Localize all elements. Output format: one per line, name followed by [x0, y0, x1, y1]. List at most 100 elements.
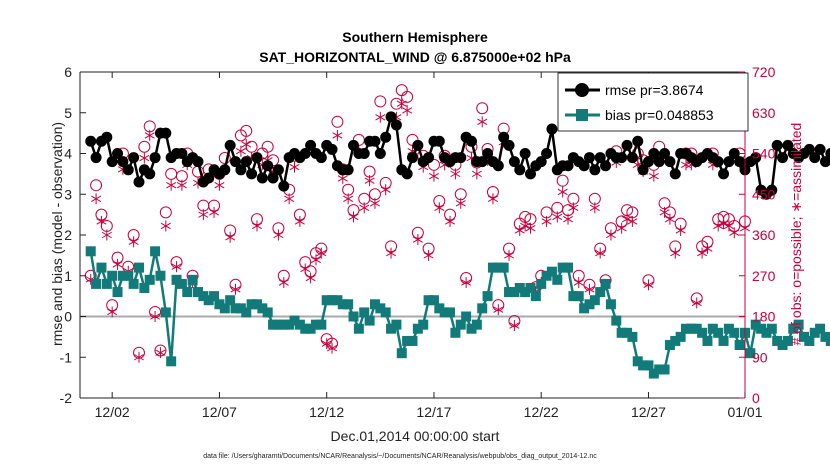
- assimilated-obs-marker: [648, 170, 659, 182]
- rmse-point: [524, 168, 536, 180]
- asterisk-stroke: [713, 222, 724, 230]
- asterisk-stroke: [557, 188, 568, 196]
- y-tick-label: -2: [60, 390, 73, 406]
- bias-point: [112, 287, 123, 298]
- assimilated-obs-marker: [375, 111, 386, 123]
- bias-point: [182, 287, 193, 298]
- rmse-point: [712, 156, 724, 168]
- bias-point: [241, 307, 252, 318]
- possible-obs-marker: [653, 140, 666, 153]
- bias-point: [525, 282, 536, 293]
- bias-point: [257, 303, 268, 314]
- asterisk-stroke: [520, 222, 531, 230]
- rmse-point: [305, 139, 317, 151]
- bias-point: [638, 360, 649, 371]
- assimilated-obs-marker: [493, 304, 504, 316]
- bias-point: [595, 287, 606, 298]
- assimilated-obs-marker: [664, 213, 675, 225]
- bias-point: [364, 315, 375, 326]
- rmse-point: [203, 172, 215, 184]
- possible-obs-marker: [556, 174, 569, 187]
- asterisk-stroke: [230, 286, 241, 293]
- bias-point: [128, 278, 139, 289]
- x-tick-label: 01/01: [727, 404, 762, 420]
- bias-point: [155, 270, 166, 281]
- asterisk-stroke: [477, 118, 488, 125]
- asterisk-stroke: [369, 200, 380, 207]
- assimilated-obs-marker: [225, 231, 236, 243]
- rmse-point: [401, 168, 413, 180]
- assimilated-obs-marker: [622, 213, 633, 225]
- rmse-point: [541, 148, 553, 159]
- bias-point: [589, 295, 600, 306]
- bias-point: [337, 299, 348, 310]
- assimilated-obs-marker: [487, 193, 498, 205]
- bias-point: [654, 364, 665, 375]
- asterisk-stroke: [493, 306, 504, 313]
- rmse-point: [626, 152, 638, 164]
- asterisk-stroke: [423, 252, 434, 259]
- assimilated-obs-marker: [112, 258, 123, 270]
- assimilated-obs-marker: [461, 277, 472, 289]
- bias-point: [541, 270, 552, 281]
- bias-point: [428, 295, 439, 306]
- rmse-point: [562, 160, 574, 172]
- bias-point: [144, 274, 155, 285]
- bias-point: [697, 327, 708, 338]
- rmse-point: [348, 139, 360, 151]
- bias-point: [198, 291, 209, 302]
- rmse-point: [176, 148, 188, 159]
- bias-point: [777, 340, 788, 351]
- asterisk-stroke: [702, 245, 713, 252]
- bias-point: [605, 299, 616, 310]
- rmse-point: [235, 164, 247, 176]
- assimilated-obs-marker: [713, 220, 724, 232]
- assimilated-obs-marker: [568, 202, 579, 214]
- bias-point: [530, 291, 541, 302]
- legend: rmse pr=3.8674 bias pr=0.048853: [557, 72, 749, 132]
- rmse-point: [621, 139, 633, 151]
- rmse-point: [589, 164, 601, 176]
- bias-point: [659, 364, 670, 375]
- assimilated-obs-marker: [471, 168, 482, 180]
- asterisk-stroke: [316, 249, 327, 257]
- possible-obs-marker: [90, 179, 103, 192]
- asterisk-stroke: [664, 215, 675, 223]
- footnote: data file: /Users/gharamti/Documents/NCA…: [203, 453, 597, 460]
- asterisk-stroke: [171, 263, 182, 270]
- asterisk-stroke: [487, 195, 498, 202]
- asterisk-stroke: [509, 322, 520, 329]
- asterisk-stroke: [348, 213, 359, 221]
- assimilated-obs-marker: [434, 202, 445, 214]
- assimilated-obs-marker: [525, 222, 536, 234]
- rmse-point: [407, 152, 418, 164]
- asterisk-stroke: [450, 170, 461, 178]
- asterisk-stroke: [128, 238, 139, 245]
- asterisk-stroke: [107, 308, 118, 316]
- asterisk-stroke: [455, 200, 466, 207]
- bias-point: [815, 323, 826, 334]
- assimilated-obs-marker: [402, 104, 413, 116]
- bias-point: [150, 246, 161, 257]
- bias-point: [166, 356, 177, 367]
- assimilated-obs-marker: [209, 206, 220, 218]
- asterisk-stroke: [241, 141, 252, 148]
- rmse-point: [819, 156, 830, 168]
- bias-point: [396, 348, 407, 359]
- bias-point: [246, 299, 257, 310]
- rmse-point: [535, 156, 547, 168]
- rmse-point: [251, 152, 263, 164]
- y-right-tick-label: 270: [752, 268, 776, 284]
- bias-point: [139, 282, 150, 293]
- assimilated-obs-marker: [605, 229, 616, 241]
- assimilated-obs-marker: [176, 179, 187, 191]
- bias-point: [509, 287, 520, 298]
- assimilated-obs-marker: [166, 179, 177, 191]
- asterisk-stroke: [375, 114, 386, 121]
- rmse-point: [246, 168, 258, 180]
- bias-point: [96, 262, 107, 273]
- bias-point: [600, 278, 611, 289]
- bias-point: [563, 262, 574, 273]
- possible-obs-marker: [138, 140, 151, 153]
- possible-obs-marker: [218, 152, 231, 165]
